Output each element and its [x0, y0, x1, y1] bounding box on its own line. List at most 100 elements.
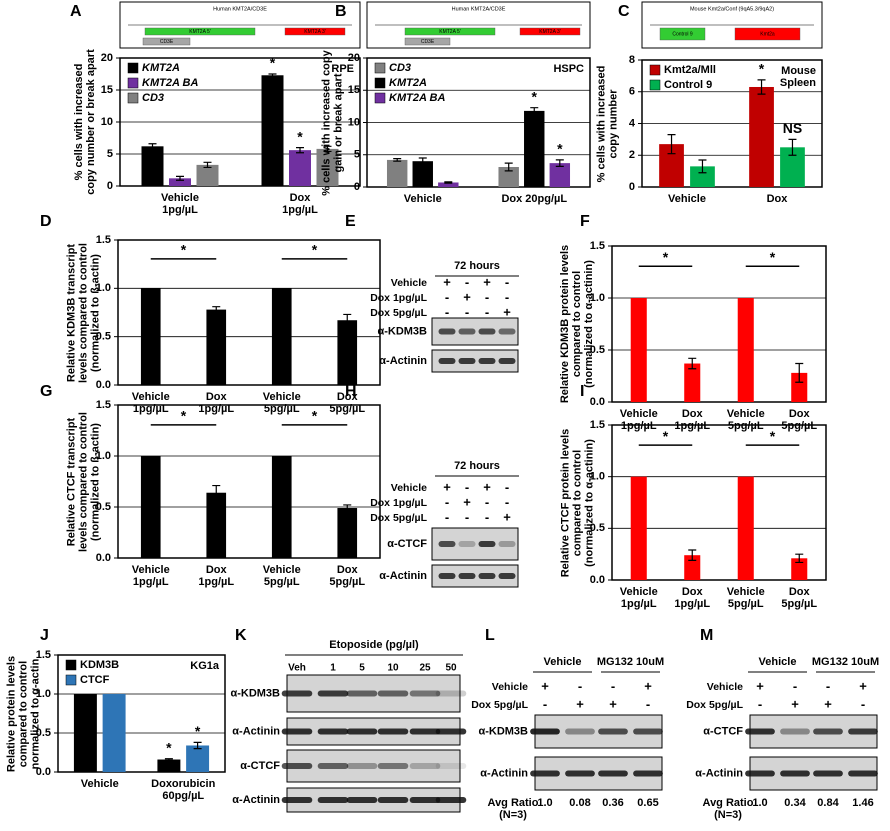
- bar: [791, 558, 808, 580]
- condition-sign: -: [465, 304, 469, 319]
- bar: [186, 745, 210, 772]
- error-bar: [296, 147, 304, 154]
- y-tick-label: 1.5: [590, 419, 605, 431]
- legend-swatch: [649, 79, 661, 91]
- blot-strip: [286, 749, 461, 783]
- bracket-label: *: [770, 249, 776, 265]
- bar: [140, 288, 161, 385]
- condition-sign: -: [505, 289, 509, 304]
- gene-map-frame: [366, 1, 591, 49]
- significance-marker: *: [166, 739, 172, 755]
- gene-segment-label: KMT2A 3': [539, 29, 561, 35]
- legend-label: KMT2A: [142, 62, 180, 74]
- blot-band: [478, 328, 496, 335]
- condition-sign: -: [861, 696, 865, 711]
- chart-note: Mouse Spleen: [779, 65, 816, 89]
- error-bar: [418, 157, 427, 166]
- bar: [438, 182, 459, 187]
- blot-band: [498, 358, 516, 364]
- panel-letter: I: [580, 383, 584, 400]
- error-bar: [667, 134, 676, 155]
- panel-letter: C: [618, 3, 630, 20]
- y-tick-label: 1.5: [36, 649, 51, 661]
- ratio-value: 0.08: [569, 797, 590, 809]
- legend-label: KMT2A: [389, 77, 427, 89]
- group-label: MG132 10uM: [812, 656, 879, 668]
- x-tick-label: Dox 5pg/µL: [781, 586, 818, 610]
- y-tick-label: 2: [629, 149, 635, 161]
- y-tick-label: 15: [348, 84, 360, 96]
- gene-map-frame: [119, 1, 361, 49]
- condition-sign: -: [485, 509, 489, 524]
- significance-marker: *: [195, 723, 201, 739]
- blot-band: [478, 573, 496, 579]
- condition-sign: -: [485, 494, 489, 509]
- plot-frame: [119, 57, 361, 187]
- blot-band: [498, 328, 516, 335]
- panel-letter: F: [580, 213, 590, 230]
- y-axis-label: % cells with increased copy number: [595, 65, 619, 182]
- gene-segment-label: CD3E: [160, 39, 174, 45]
- condition-sign: -: [505, 494, 509, 509]
- x-tick-label: Dox 1pg/µL: [674, 408, 711, 432]
- bar: [206, 492, 227, 558]
- condition-sign: -: [465, 509, 469, 524]
- y-tick-label: 8: [629, 54, 635, 66]
- blot-header: 72 hours: [454, 460, 500, 472]
- gene-segment: [404, 37, 451, 46]
- x-tick-label: Doxorubicin 60pg/µL: [151, 778, 216, 802]
- y-tick-label: 0.5: [590, 344, 605, 356]
- condition-label: Dox 5pg/µL: [471, 699, 528, 711]
- group-label: MG132 10uM: [597, 656, 664, 668]
- condition-sign: +: [791, 696, 799, 711]
- error-bar: [393, 158, 402, 162]
- y-tick-label: 1.0: [590, 471, 605, 483]
- blot-band: [346, 690, 378, 697]
- y-tick-label: 6: [629, 86, 635, 98]
- panel-letter: B: [335, 3, 347, 20]
- gene-segment-label: KMT2A 5': [439, 29, 461, 35]
- ratio-value: 0.36: [602, 797, 623, 809]
- y-tick-label: 5: [354, 149, 360, 161]
- lane-label: 50: [445, 663, 457, 674]
- x-tick-label: Vehicle 1pg/µL: [131, 391, 170, 415]
- gene-map-frame: [641, 1, 823, 49]
- gene-segment-label: CD3E: [421, 39, 435, 45]
- blot-row-label: α-Actinin: [232, 725, 280, 737]
- bar: [141, 146, 164, 186]
- blot-row-label: α-Actinin: [480, 767, 528, 779]
- blot-band: [281, 690, 313, 697]
- x-tick-label: Dox 1pg/µL: [198, 564, 235, 588]
- bar: [337, 320, 358, 385]
- significance-marker: *: [759, 61, 765, 77]
- blot-row-label: α-KDM3B: [377, 325, 427, 337]
- blot-band: [438, 541, 456, 547]
- blot-band: [813, 728, 843, 735]
- y-tick-label: 0.0: [590, 396, 605, 408]
- blot-band: [530, 728, 560, 735]
- bar: [337, 508, 358, 558]
- y-axis-label: Relative CTCF transcript levels compared…: [65, 411, 101, 552]
- error-bar: [148, 143, 157, 150]
- condition-sign: +: [483, 479, 491, 494]
- x-tick-label: Vehicle 5pg/µL: [726, 586, 765, 610]
- blot-band: [435, 690, 467, 697]
- legend-label: KMT2A BA: [389, 92, 445, 104]
- blot-band: [435, 797, 467, 803]
- condition-sign: +: [859, 678, 867, 693]
- gene-segment: [142, 37, 191, 46]
- condition-sign: -: [445, 289, 449, 304]
- significance-marker: NS: [783, 120, 802, 136]
- blot-band: [438, 358, 456, 364]
- condition-sign: -: [758, 696, 762, 711]
- bar: [206, 309, 227, 385]
- blot-header: Etoposide (pg/µl): [329, 639, 419, 651]
- blot-row-label: α-Actinin: [379, 570, 427, 582]
- bracket-label: *: [770, 428, 776, 444]
- blot-band: [317, 728, 349, 735]
- gene-segment-label: Control 9: [672, 31, 693, 37]
- legend-label: KDM3B: [80, 659, 119, 671]
- x-tick-label: Vehicle: [403, 193, 442, 205]
- error-bar: [212, 306, 221, 314]
- bar: [749, 86, 774, 187]
